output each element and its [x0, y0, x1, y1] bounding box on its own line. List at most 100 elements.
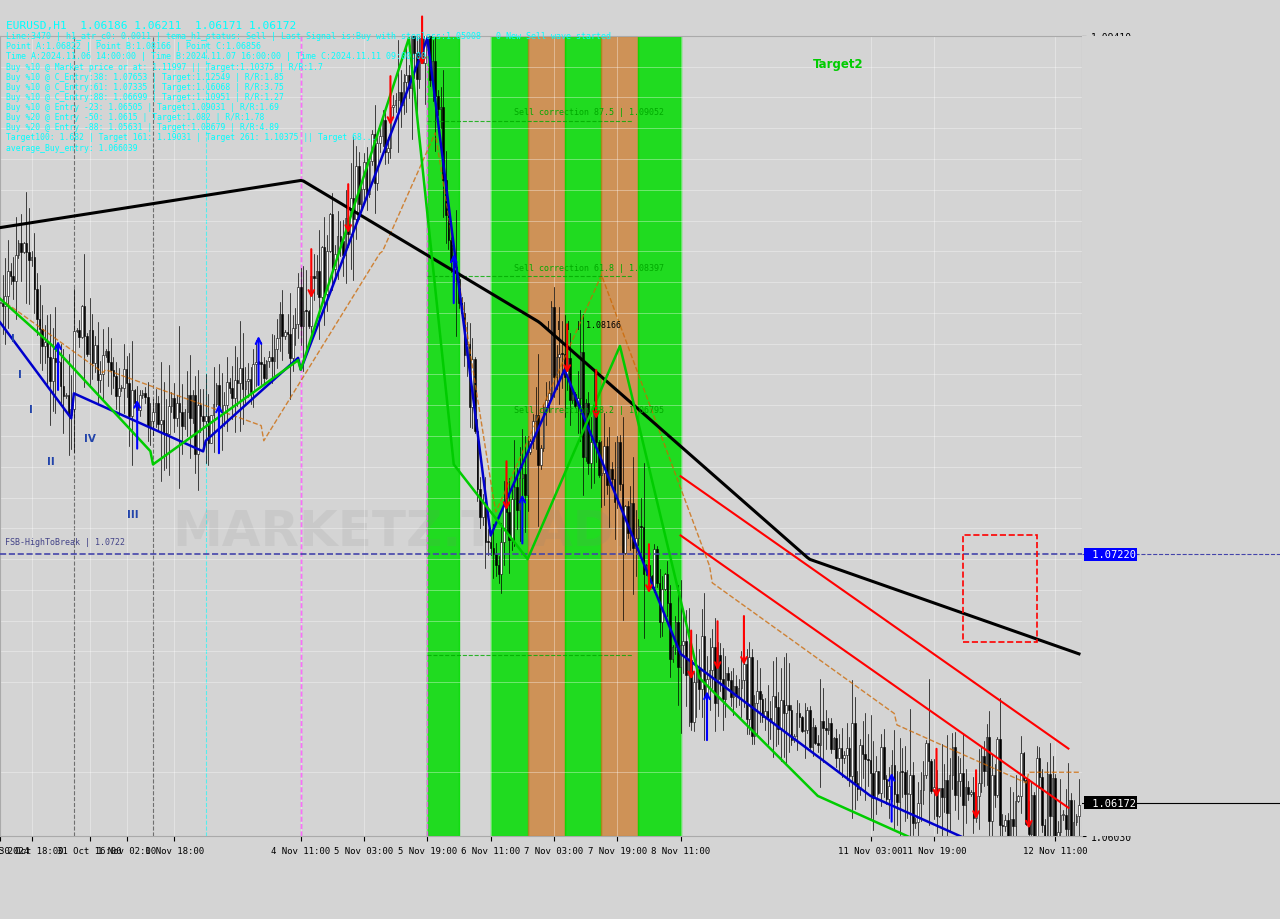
Bar [287, 333, 288, 335]
Bar [498, 565, 499, 574]
Bar [625, 507, 626, 553]
Bar [401, 93, 402, 107]
Bar [861, 745, 864, 754]
Bar [782, 700, 785, 713]
Bar [23, 244, 24, 253]
Bar [332, 215, 333, 269]
Bar [483, 503, 484, 517]
Bar [749, 657, 750, 720]
Bar [946, 780, 948, 813]
Bar [886, 779, 887, 800]
Bar [553, 307, 554, 378]
Bar [474, 359, 476, 432]
Bar [250, 380, 251, 392]
Bar [988, 738, 989, 822]
Bar [8, 272, 9, 297]
Bar [732, 686, 735, 698]
Bar [983, 756, 984, 771]
Bar [337, 236, 338, 255]
Bar [788, 706, 790, 710]
Bar [685, 641, 686, 675]
Bar [876, 771, 877, 799]
Bar [791, 710, 792, 740]
Bar [938, 789, 940, 816]
Bar [458, 280, 460, 304]
Text: Target100: 1.682 | Target 161: 1.19031 | Target 261: 1.10375 || Target 68...: Target100: 1.682 | Target 161: 1.19031 |… [6, 133, 376, 142]
Text: average_Buy_entry: 1.066039: average_Buy_entry: 1.066039 [6, 143, 138, 153]
Bar [550, 307, 552, 393]
Bar [925, 743, 927, 776]
Bar [28, 253, 29, 261]
Bar [608, 470, 611, 486]
Bar [1002, 824, 1004, 826]
Bar [461, 304, 462, 313]
Bar [431, 62, 434, 81]
Bar [476, 432, 479, 489]
Bar [120, 388, 122, 389]
Bar [308, 312, 310, 327]
Text: | | | | 1.08166: | | | | 1.08166 [547, 321, 621, 330]
Bar [527, 453, 529, 495]
Bar [152, 413, 154, 422]
Text: IV: IV [84, 433, 96, 443]
Bar [746, 664, 748, 720]
Bar [1044, 824, 1046, 860]
Bar [379, 137, 380, 144]
Bar [490, 542, 492, 549]
Bar [463, 313, 465, 356]
Bar [165, 433, 166, 435]
Bar [780, 700, 782, 729]
Bar [81, 306, 83, 338]
Bar [1020, 754, 1021, 796]
Bar [796, 713, 797, 736]
Bar [300, 288, 302, 326]
Bar [690, 660, 692, 722]
Bar [891, 766, 892, 786]
Bar [620, 442, 621, 484]
Bar [538, 415, 539, 466]
Bar [41, 329, 44, 346]
Bar [1047, 774, 1048, 860]
Bar [701, 637, 703, 689]
Bar [361, 190, 362, 205]
Bar [991, 776, 993, 822]
Bar [558, 355, 561, 357]
Bar [986, 738, 987, 771]
Bar [590, 443, 591, 463]
Bar [364, 163, 365, 190]
Bar [806, 710, 808, 731]
Bar [38, 319, 41, 329]
Bar [968, 788, 969, 794]
Bar [123, 370, 124, 388]
Text: 1.07220: 1.07220 [1085, 550, 1135, 560]
Bar [292, 329, 293, 358]
Bar [923, 776, 924, 789]
Bar [274, 349, 275, 361]
Bar [841, 748, 842, 758]
Bar [86, 336, 88, 355]
Bar [344, 219, 347, 255]
Bar [316, 272, 317, 278]
Bar [1033, 795, 1036, 847]
Bar [488, 541, 489, 542]
Bar [428, 37, 460, 836]
Bar [572, 394, 573, 401]
Bar [426, 12, 428, 24]
Bar [424, 24, 425, 63]
Bar [933, 788, 934, 790]
Bar [50, 358, 51, 382]
Bar [948, 776, 951, 813]
Bar [844, 755, 845, 758]
Bar [1062, 814, 1064, 815]
Bar [931, 761, 932, 790]
Bar [575, 394, 576, 406]
Bar [680, 646, 681, 667]
Bar [669, 603, 671, 659]
Bar [406, 76, 407, 83]
Bar [563, 355, 566, 378]
Bar [543, 407, 544, 448]
Bar [384, 121, 387, 153]
Bar [319, 272, 320, 298]
Bar [13, 277, 14, 281]
Bar [639, 37, 681, 836]
